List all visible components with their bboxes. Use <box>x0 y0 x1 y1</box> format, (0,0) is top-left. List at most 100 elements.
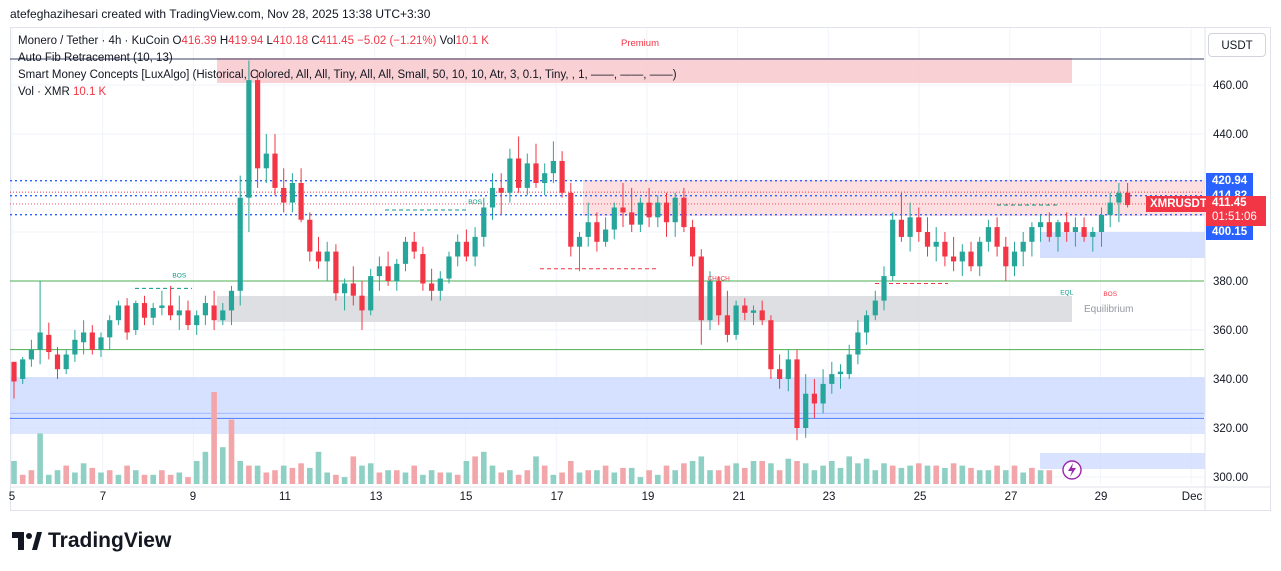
chart-header-credit: atefeghazihesari created with TradingVie… <box>10 7 431 21</box>
candle-body <box>611 207 617 230</box>
candle-body <box>785 359 791 379</box>
volume-bar <box>141 474 148 484</box>
volume-bar <box>472 456 478 484</box>
time-axis-label: 11 <box>279 491 291 503</box>
candle-body <box>768 320 774 370</box>
candle-body <box>402 241 409 264</box>
candle-body <box>228 290 235 311</box>
volume-bar <box>950 463 957 484</box>
volume-bar <box>976 470 983 484</box>
candle-body <box>742 305 748 313</box>
volume-bar <box>133 470 139 484</box>
candle-body <box>272 153 278 188</box>
volume-bar <box>437 472 444 484</box>
candle-body <box>1003 246 1009 267</box>
volume-bar <box>750 461 757 484</box>
legend-symbol[interactable]: Monero / Tether · 4h · KuCoin <box>18 35 170 47</box>
volume-bar <box>359 465 365 484</box>
candle-body <box>368 276 374 311</box>
candle-body <box>568 192 574 247</box>
volume-bar <box>376 472 383 484</box>
equilibrium-zone <box>217 296 1072 322</box>
volume-bar <box>72 472 78 484</box>
candle-body <box>437 278 443 291</box>
candle-body <box>733 305 739 335</box>
volume-bar <box>246 465 252 484</box>
price-axis-label: 320.00 <box>1213 423 1248 435</box>
legend-volume-value: 10.1 K <box>72 86 107 98</box>
last-price-symbol-tag[interactable]: XMRUSDT <box>1146 195 1207 212</box>
candle-body <box>524 163 530 188</box>
volume-bar <box>54 470 61 484</box>
candle-body <box>994 227 1000 247</box>
candle-body <box>507 158 513 193</box>
premium-zone <box>217 58 1072 83</box>
price-tag-400.15[interactable]: 400.15 <box>1206 223 1253 240</box>
volume-bar <box>907 465 913 484</box>
volume-bar <box>385 470 391 484</box>
legend-change: −5.02 (−1.21%) <box>357 35 437 47</box>
legend-fib-indicator[interactable]: Auto Fib Retracement (10, 13) <box>18 52 173 64</box>
legend-ohlc: Monero / Tether · 4h · KuCoin O416.39 H4… <box>18 35 489 47</box>
volume-bar <box>681 463 687 484</box>
candle-body <box>663 202 670 223</box>
legend-volume-label: Vol · XMR <box>18 86 70 98</box>
tradingview-logo[interactable]: TradingView <box>12 529 171 553</box>
last-price-tag[interactable]: 411.45 01:51:06 <box>1206 195 1266 226</box>
legend-volume-indicator[interactable]: Vol · XMR 10.1 K <box>18 86 106 98</box>
candle-body <box>646 202 652 218</box>
candle-body <box>37 332 43 350</box>
candle-body <box>498 187 504 193</box>
candle-body <box>168 305 174 316</box>
volume-bar <box>489 465 496 484</box>
volume-bar <box>89 467 96 484</box>
volume-bar <box>689 461 696 484</box>
last-price-value: 411.45 <box>1212 196 1247 209</box>
volume-bar <box>707 470 713 484</box>
candle-body <box>585 222 591 237</box>
volume-bar <box>533 456 539 484</box>
smc-label: BOS <box>172 272 186 279</box>
volume-bar <box>924 465 931 484</box>
candle-body <box>576 236 583 247</box>
candle-body <box>846 354 852 375</box>
candle-body <box>698 256 704 321</box>
volume-bar <box>768 463 774 484</box>
legend-smc-indicator[interactable]: Smart Money Concepts [LuxAlgo] (Historic… <box>18 69 677 81</box>
candle-body <box>855 332 861 355</box>
volume-bar <box>916 463 922 484</box>
volume-bar <box>933 465 939 484</box>
level-lines-layer <box>10 58 1204 419</box>
candle-body <box>46 334 52 353</box>
volume-bar <box>985 470 992 484</box>
candles-layer <box>11 60 1131 441</box>
volume-bar <box>733 463 739 484</box>
axis-layer: 460.00 440.00 380.00 360.00 340.00 320.00 300.… <box>9 28 1271 511</box>
candle-body <box>429 283 435 291</box>
volume-bar <box>115 474 122 484</box>
candle-body <box>1098 214 1105 232</box>
premium-label: Premium <box>621 38 659 49</box>
candle-body <box>98 337 104 350</box>
candle-body <box>968 251 974 267</box>
candle-body <box>237 197 243 291</box>
smc-label: CHoCH <box>707 275 730 282</box>
volume-bar <box>802 463 809 484</box>
volume-bar <box>594 470 600 484</box>
volume-bar <box>1037 470 1044 484</box>
volume-bar <box>994 465 1000 484</box>
price-tag-420.94[interactable]: 420.94 <box>1206 172 1253 189</box>
currency-button[interactable]: USDT <box>1208 33 1266 57</box>
candle-body <box>750 310 757 313</box>
volume-bar <box>524 470 531 484</box>
volume-bar <box>742 467 748 484</box>
candle-body <box>159 305 165 308</box>
volume-bar <box>167 474 174 484</box>
volume-bar <box>872 470 879 484</box>
candle-body <box>803 393 809 428</box>
volume-bar <box>724 465 731 484</box>
discount-zone <box>10 377 1205 417</box>
time-axis-label: 29 <box>1095 491 1108 503</box>
volume-bar <box>898 467 905 484</box>
